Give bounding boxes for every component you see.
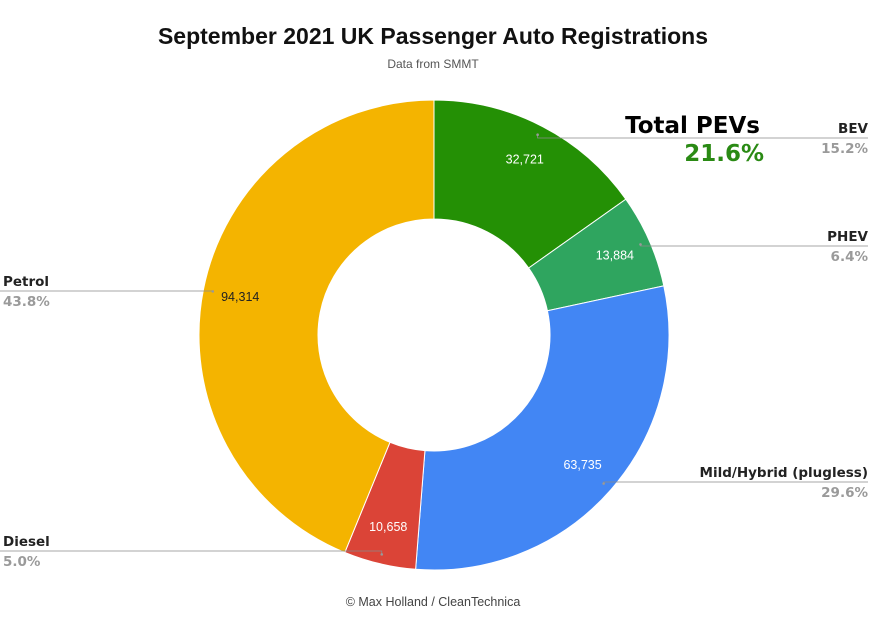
category-label-phev: PHEV (827, 229, 868, 245)
slice-mild-hybrid-plugless (415, 285, 670, 571)
leader-point-phev (639, 243, 642, 246)
percent-label-mild-hybrid-plugless: 29.6% (821, 485, 868, 501)
leader-point-petrol (211, 290, 215, 293)
category-label-mild-hybrid-plugless: Mild/Hybrid (plugless) (700, 465, 868, 481)
value-label-petrol: 94,314 (221, 290, 259, 304)
value-label-phev: 13,884 (596, 249, 634, 263)
value-label-diesel: 10,658 (369, 520, 407, 534)
value-label-mild-hybrid-plugless: 63,735 (563, 458, 601, 472)
slice-bev (433, 99, 627, 269)
chart-title: September 2021 UK Passenger Auto Registr… (158, 23, 708, 49)
leader-point-bev (536, 133, 539, 137)
donut-slices (198, 99, 670, 571)
category-label-petrol: Petrol (3, 274, 49, 290)
percent-label-diesel: 5.0% (3, 554, 41, 570)
leader-line-diesel (0, 550, 383, 555)
category-labels: BEV 15.2% PHEV 6.4% Mild/Hybrid (plugless) 29… (3, 121, 869, 570)
leader-point-diesel (380, 553, 384, 556)
value-labels: 32,721 13,884 63,735 10,658 94,314 (221, 153, 634, 535)
category-label-diesel: Diesel (3, 534, 50, 550)
pev-total-value: 21.6% (684, 141, 764, 167)
pev-total-title: Total PEVs (625, 113, 760, 139)
chart-credit: © Max Holland / CleanTechnica (346, 595, 521, 609)
percent-label-phev: 6.4% (831, 249, 869, 265)
percent-label-petrol: 43.8% (3, 294, 50, 310)
slice-petrol (198, 99, 435, 554)
category-label-bev: BEV (838, 121, 869, 137)
chart-subtitle: Data from SMMT (387, 57, 479, 71)
leader-point-mild-hybrid-plugless (602, 482, 605, 485)
value-label-bev: 32,721 (506, 153, 544, 167)
leader-line-mild-hybrid-plugless (603, 481, 868, 484)
percent-label-bev: 15.2% (821, 141, 868, 157)
leader-lines (0, 133, 868, 556)
